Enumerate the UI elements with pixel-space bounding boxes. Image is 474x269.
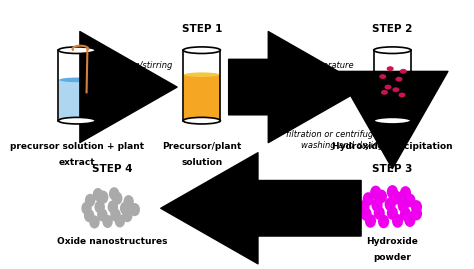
Ellipse shape — [392, 214, 403, 228]
Ellipse shape — [381, 90, 388, 95]
Ellipse shape — [93, 188, 103, 201]
Ellipse shape — [98, 191, 109, 204]
Ellipse shape — [392, 87, 400, 92]
Text: vacuum): vacuum) — [243, 193, 279, 202]
Text: filtration or centrifugation,: filtration or centrifugation, — [286, 130, 398, 139]
Text: Oxide nanostructures: Oxide nanostructures — [57, 237, 167, 246]
Ellipse shape — [58, 117, 96, 124]
Ellipse shape — [395, 77, 402, 82]
Ellipse shape — [404, 213, 416, 227]
Text: solution: solution — [181, 158, 222, 167]
Ellipse shape — [358, 200, 369, 214]
Ellipse shape — [374, 117, 411, 124]
Text: powder: powder — [374, 253, 411, 262]
Bar — [59, 80, 95, 123]
Ellipse shape — [384, 197, 396, 211]
Ellipse shape — [379, 74, 386, 79]
Ellipse shape — [110, 208, 121, 221]
Ellipse shape — [398, 199, 409, 213]
Bar — [184, 75, 219, 123]
Text: STEP 3: STEP 3 — [372, 164, 412, 174]
Text: Precursor/plant: Precursor/plant — [162, 142, 241, 151]
Ellipse shape — [404, 193, 416, 207]
Text: change in the temperature: change in the temperature — [241, 61, 354, 70]
Text: STEP 4: STEP 4 — [91, 164, 132, 174]
Text: precursor solution + plant: precursor solution + plant — [10, 142, 144, 151]
Ellipse shape — [102, 215, 113, 228]
Text: Hydroxide: Hydroxide — [366, 237, 418, 246]
Text: and/or pH (addition NaOH): and/or pH (addition NaOH) — [241, 72, 353, 80]
Ellipse shape — [94, 200, 105, 214]
Text: calcination (air or: calcination (air or — [224, 182, 298, 191]
Text: Hydroxide precipitation: Hydroxide precipitation — [332, 142, 453, 151]
Ellipse shape — [411, 200, 422, 214]
Ellipse shape — [374, 206, 385, 220]
Ellipse shape — [89, 215, 100, 229]
Text: washing and drying: washing and drying — [301, 141, 383, 150]
Ellipse shape — [391, 191, 402, 205]
Ellipse shape — [363, 192, 374, 206]
Ellipse shape — [372, 198, 383, 212]
Ellipse shape — [376, 190, 387, 203]
Ellipse shape — [112, 192, 122, 205]
Ellipse shape — [400, 69, 407, 74]
Ellipse shape — [115, 214, 125, 228]
Ellipse shape — [411, 207, 422, 220]
Ellipse shape — [58, 47, 96, 54]
Text: mixing/stirring: mixing/stirring — [112, 61, 173, 70]
Ellipse shape — [400, 207, 411, 221]
Ellipse shape — [374, 47, 411, 54]
Ellipse shape — [374, 72, 410, 77]
Ellipse shape — [84, 209, 94, 222]
Ellipse shape — [370, 186, 381, 199]
Ellipse shape — [59, 77, 95, 82]
Text: STEP 2: STEP 2 — [372, 24, 412, 34]
Bar — [374, 75, 410, 123]
Ellipse shape — [387, 66, 394, 71]
Ellipse shape — [387, 206, 398, 220]
Ellipse shape — [184, 72, 219, 77]
Text: extract: extract — [59, 158, 95, 167]
Ellipse shape — [399, 93, 405, 97]
Text: STEP 1: STEP 1 — [182, 24, 222, 34]
Ellipse shape — [387, 185, 398, 199]
Ellipse shape — [378, 215, 389, 228]
Ellipse shape — [108, 200, 118, 214]
Ellipse shape — [183, 117, 220, 124]
Ellipse shape — [109, 187, 119, 200]
Ellipse shape — [122, 209, 133, 222]
Ellipse shape — [97, 208, 108, 221]
Ellipse shape — [361, 207, 372, 221]
Ellipse shape — [400, 186, 411, 200]
Ellipse shape — [85, 194, 95, 207]
Ellipse shape — [384, 85, 392, 90]
Ellipse shape — [183, 47, 220, 54]
Ellipse shape — [365, 214, 376, 228]
Ellipse shape — [82, 202, 92, 215]
Ellipse shape — [129, 203, 140, 216]
Ellipse shape — [123, 195, 134, 208]
Ellipse shape — [120, 202, 130, 215]
